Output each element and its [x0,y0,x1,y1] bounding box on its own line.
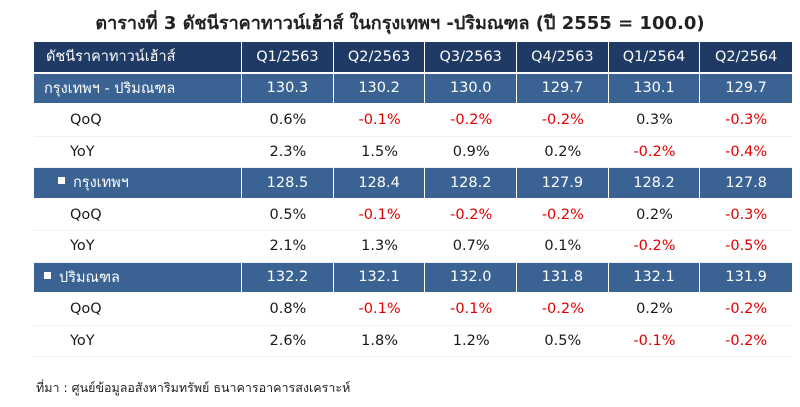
qoq-row: QoQ 0.8% -0.1% -0.1% -0.2% 0.2% -0.2% [34,294,792,326]
group-label: ปริมณฑล [59,269,120,286]
pct-value: 1.5% [333,136,426,168]
pct-value: -0.3% [700,105,792,137]
townhouse-price-index-table: ดัชนีราคาทาวน์เฮ้าส์ Q1/2563 Q2/2563 Q3/… [34,42,792,357]
index-value: 127.8 [700,168,792,200]
pct-value: -0.1% [425,294,518,326]
index-value: 131.8 [517,262,609,294]
yoy-row: YoY 2.6% 1.8% 1.2% 0.5% -0.1% -0.2% [34,325,792,357]
index-value: 130.2 [333,73,426,105]
header-index-label: ดัชนีราคาทาวน์เฮ้าส์ [34,42,243,74]
bullet-icon [44,271,51,279]
header-period: Q1/2564 [608,42,701,74]
index-value: 132.1 [608,262,701,294]
header-period: Q1/2563 [242,42,334,74]
pct-value: -0.2% [425,105,518,137]
pct-value: -0.3% [700,199,792,231]
index-value: 132.2 [242,262,334,294]
group-label-cell: กรุงเทพฯ [34,168,243,200]
index-value: 130.0 [425,73,518,105]
index-value: 132.1 [333,262,426,294]
index-value: 128.2 [425,168,518,200]
header-period: Q2/2563 [333,42,426,74]
index-value: 129.7 [517,73,609,105]
pct-value: 2.1% [242,231,334,263]
pct-value: -0.2% [700,325,792,357]
header-period: Q2/2564 [700,42,792,74]
index-value: 128.4 [333,168,426,200]
index-value: 130.1 [608,73,701,105]
metric-label: YoY [34,136,243,168]
header-period: Q3/2563 [425,42,518,74]
pct-value: 0.5% [517,325,609,357]
metric-label: QoQ [34,105,243,137]
header-row: ดัชนีราคาทาวน์เฮ้าส์ Q1/2563 Q2/2563 Q3/… [34,42,792,74]
group-label: กรุงเทพฯ [73,175,129,192]
index-value: 129.7 [700,73,792,105]
pct-value: 0.1% [517,231,609,263]
metric-label: YoY [34,231,243,263]
pct-value: 0.7% [425,231,518,263]
pct-value: -0.1% [333,199,426,231]
index-value: 128.5 [242,168,334,200]
pct-value: -0.1% [608,325,701,357]
pct-value: 0.2% [517,136,609,168]
bullet-icon [58,177,65,185]
index-value: 130.3 [242,73,334,105]
header-period: Q4/2563 [517,42,609,74]
group-row-bangkok: กรุงเทพฯ 128.5 128.4 128.2 127.9 128.2 1… [34,168,792,200]
index-value: 132.0 [425,262,518,294]
pct-value: -0.2% [517,294,609,326]
metric-label: YoY [34,325,243,357]
group-label: กรุงเทพฯ - ปริมณฑล [34,73,243,105]
pct-value: -0.2% [700,294,792,326]
table-title: ตารางที่ 3 ดัชนีราคาทาวน์เฮ้าส์ ในกรุงเท… [95,13,705,34]
qoq-row: QoQ 0.6% -0.1% -0.2% -0.2% 0.3% -0.3% [34,105,792,137]
source-note: ที่มา : ศูนย์ข้อมูลอสังหาริมทรัพย์ ธนาคา… [36,380,351,395]
pct-value: -0.4% [700,136,792,168]
group-label-cell: ปริมณฑล [34,262,243,294]
pct-value: 0.8% [242,294,334,326]
pct-value: 2.3% [242,136,334,168]
yoy-row: YoY 2.1% 1.3% 0.7% 0.1% -0.2% -0.5% [34,231,792,263]
index-value: 128.2 [608,168,701,200]
pct-value: -0.2% [608,136,701,168]
pct-value: 1.2% [425,325,518,357]
pct-value: 0.2% [608,199,701,231]
pct-value: -0.2% [517,105,609,137]
metric-label: QoQ [34,294,243,326]
pct-value: 0.5% [242,199,334,231]
group-row-vicinity: ปริมณฑล 132.2 132.1 132.0 131.8 132.1 13… [34,262,792,294]
pct-value: 0.2% [608,294,701,326]
pct-value: 2.6% [242,325,334,357]
pct-value: -0.5% [700,231,792,263]
yoy-row: YoY 2.3% 1.5% 0.9% 0.2% -0.2% -0.4% [34,136,792,168]
pct-value: -0.2% [608,231,701,263]
pct-value: 0.3% [608,105,701,137]
pct-value: -0.1% [333,294,426,326]
index-value: 131.9 [700,262,792,294]
metric-label: QoQ [34,199,243,231]
pct-value: 1.3% [333,231,426,263]
pct-value: -0.1% [333,105,426,137]
qoq-row: QoQ 0.5% -0.1% -0.2% -0.2% 0.2% -0.3% [34,199,792,231]
index-value: 127.9 [517,168,609,200]
pct-value: -0.2% [425,199,518,231]
pct-value: 1.8% [333,325,426,357]
pct-value: 0.6% [242,105,334,137]
pct-value: 0.9% [425,136,518,168]
pct-value: -0.2% [517,199,609,231]
group-row-bangkok-vicinity: กรุงเทพฯ - ปริมณฑล 130.3 130.2 130.0 129… [34,73,792,105]
